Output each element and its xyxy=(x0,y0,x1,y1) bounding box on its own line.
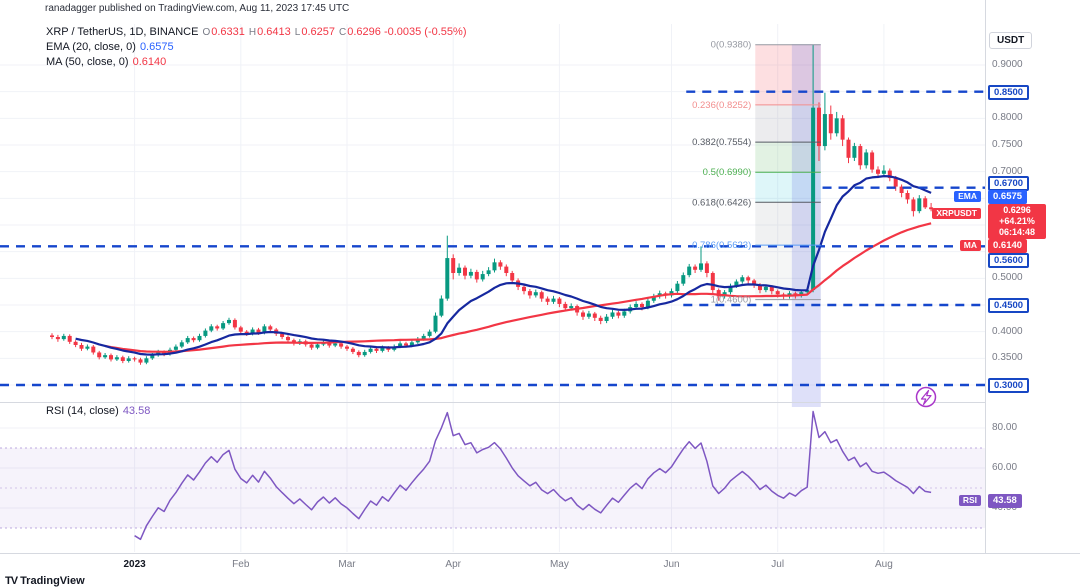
ema-price-badge: 0.6575 xyxy=(988,190,1028,204)
price-tick: 0.4000 xyxy=(992,325,1023,337)
ema-label: EMA (20, close, 0) xyxy=(46,41,136,53)
price-tick: 0.8000 xyxy=(992,112,1023,124)
symbol-chip: XRPUSDT xyxy=(932,208,981,219)
time-label: Feb xyxy=(232,559,250,570)
publish-attribution: ranadagger published on TradingView.com,… xyxy=(45,3,350,14)
fib-level-label: 0.786(0.5623) xyxy=(692,240,751,251)
price-tick: 0.9000 xyxy=(992,59,1023,70)
fib-level-label: 1(0.4600) xyxy=(711,295,752,306)
ma-chip: MA xyxy=(959,240,981,251)
rsi-chip: RSI xyxy=(958,495,981,506)
lightning-icon[interactable] xyxy=(915,386,937,408)
ma-label: MA (50, close, 0) xyxy=(46,56,129,68)
time-label: Apr xyxy=(445,559,461,570)
level-price-badge: 0.8500 xyxy=(988,85,1030,100)
last-price-badge: 0.6296 +64.21% 06:14:48 xyxy=(988,204,1046,239)
candles-layer xyxy=(50,44,934,365)
low-letter: L xyxy=(294,27,301,38)
time-label: Jul xyxy=(771,559,785,570)
level-price-badge: 0.4500 xyxy=(988,298,1030,313)
price-tick: 0.7500 xyxy=(992,138,1023,150)
time-scale[interactable]: 2023 Feb Mar Apr May Jun Jul Aug xyxy=(0,553,1080,576)
rsi-value-badge: 43.58 xyxy=(988,494,1022,508)
ema-chip: EMA xyxy=(954,191,981,202)
ema-legend-row[interactable]: EMA (20, close, 0) 0.6575 xyxy=(46,40,466,55)
rsi-value: 43.58 xyxy=(122,405,151,417)
rsi-band xyxy=(0,447,985,529)
time-label: 2023 xyxy=(123,559,146,570)
highlight-band xyxy=(791,44,821,407)
rsi-label: RSI (14, close) xyxy=(46,405,119,417)
change-value: -0.0035 (-0.55%) xyxy=(383,26,467,38)
fib-level-label: 0.5(0.6990) xyxy=(703,167,752,178)
rsi-tick: 60.00 xyxy=(992,462,1018,473)
close-letter: C xyxy=(338,27,347,38)
time-label: May xyxy=(549,559,569,570)
chart-legend: XRP / TetherUS, 1D, BINANCE O0.6331 H0.641… xyxy=(46,25,466,70)
high-value: 0.6413 xyxy=(257,26,291,38)
ma-line xyxy=(104,222,932,353)
fib-retracement[interactable]: 0(0.9380) 0.236(0.8252) 0.382(0.7554) 0.5(0… xyxy=(692,40,821,306)
tv-logo-mark: TV xyxy=(5,574,18,587)
high-letter: H xyxy=(248,27,257,38)
ma-price-badge: 0.6140 xyxy=(988,239,1028,253)
symbol-title: XRP / TetherUS, 1D, BINANCE xyxy=(46,26,199,38)
level-price-badge: 0.5600 xyxy=(988,253,1030,268)
symbol-legend-row[interactable]: XRP / TetherUS, 1D, BINANCE O0.6331 H0.641… xyxy=(46,25,466,40)
ema-line xyxy=(75,175,932,356)
price-scale[interactable]: USDT 0.9000 0.8000 0.7500 0.7000 0.5000 0.400… xyxy=(985,0,1080,553)
level-price-badge: 0.3000 xyxy=(988,378,1030,393)
fib-level-label: 0.618(0.6426) xyxy=(692,197,751,208)
price-tick: 0.3500 xyxy=(992,352,1023,364)
support-resistance-lines[interactable] xyxy=(0,90,985,387)
price-tick: 0.7000 xyxy=(992,165,1023,177)
main-chart[interactable]: 0(0.9380) 0.236(0.8252) 0.382(0.7554) 0.5(0… xyxy=(0,0,985,553)
ma-legend-row[interactable]: MA (50, close, 0) 0.6140 xyxy=(46,55,466,70)
open-letter: O xyxy=(202,27,211,38)
fib-level-label: 0.382(0.7554) xyxy=(692,137,751,148)
open-value: 0.6331 xyxy=(211,26,245,38)
fib-level-label: 0(0.9380) xyxy=(711,40,752,51)
tradingview-logo[interactable]: TV TradingView xyxy=(5,574,85,587)
price-tick: 0.5000 xyxy=(992,272,1023,284)
ma-value: 0.6140 xyxy=(132,56,167,68)
rsi-legend-row[interactable]: RSI (14, close) 43.58 xyxy=(46,405,150,417)
chart-misc xyxy=(0,386,985,408)
time-label: Mar xyxy=(338,559,356,570)
time-label: Aug xyxy=(874,559,893,570)
fib-level-label: 0.236(0.8252) xyxy=(692,100,751,111)
low-value: 0.6257 xyxy=(301,26,335,38)
ema-value: 0.6575 xyxy=(139,41,174,53)
currency-toggle-button[interactable]: USDT xyxy=(989,32,1033,49)
rsi-line xyxy=(134,410,932,541)
level-price-badge: 0.6700 xyxy=(988,176,1030,191)
close-value: 0.6296 xyxy=(347,26,381,38)
time-label: Jun xyxy=(663,559,680,570)
rsi-tick: 80.00 xyxy=(992,422,1018,433)
tv-logo-text: TradingView xyxy=(20,574,85,587)
